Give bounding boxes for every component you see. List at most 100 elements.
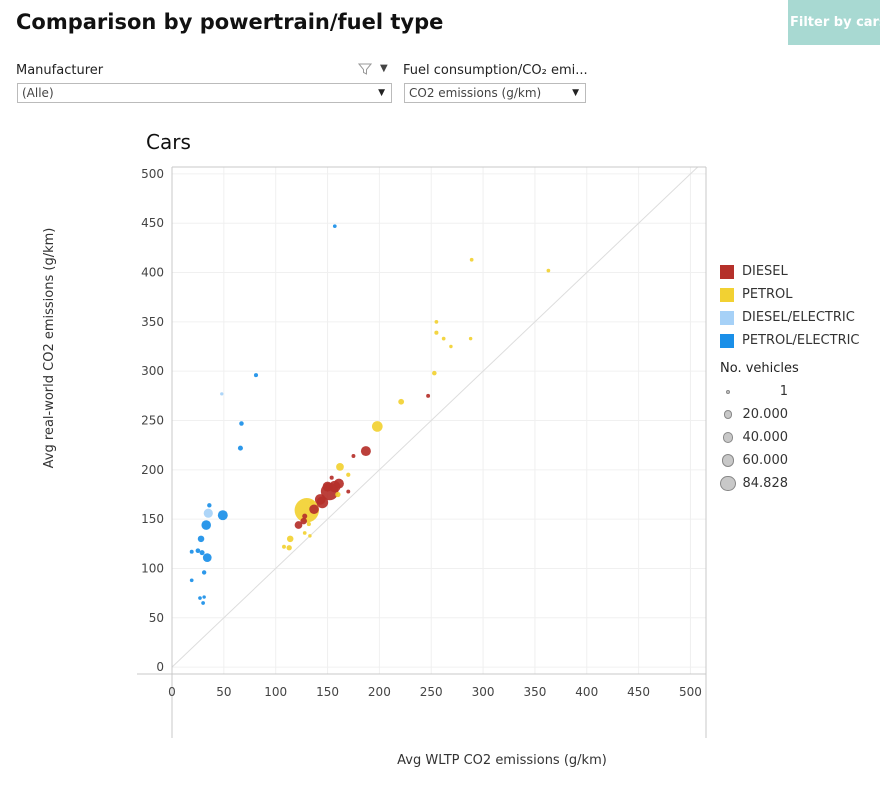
data-point xyxy=(201,520,212,530)
x-axis-label: Avg WLTP CO2 emissions (g/km) xyxy=(397,753,607,768)
y-tick-label: 150 xyxy=(141,512,164,526)
y-tick-label: 100 xyxy=(141,561,164,575)
data-point xyxy=(398,398,405,405)
data-point xyxy=(253,373,259,378)
x-tick-label: 50 xyxy=(216,685,231,699)
data-point xyxy=(189,578,194,583)
legend-label: PETROL/ELECTRIC xyxy=(742,333,860,348)
y-tick-label: 450 xyxy=(141,216,164,230)
data-point xyxy=(237,445,243,451)
data-point xyxy=(434,320,439,324)
x-tick-label: 300 xyxy=(472,685,495,699)
size-legend-label: 40.000 xyxy=(742,430,789,445)
data-point xyxy=(294,521,303,529)
data-point xyxy=(220,392,224,396)
data-point xyxy=(203,508,213,518)
legend-swatch xyxy=(720,264,734,279)
x-tick-label: 450 xyxy=(627,685,650,699)
chart-title: Cars xyxy=(146,130,191,154)
y-tick-label: 50 xyxy=(149,611,164,625)
size-legend-dot xyxy=(726,389,730,394)
size-legend-item: 60.000 xyxy=(720,449,860,472)
manufacturer-label: Manufacturer xyxy=(16,63,104,78)
size-legend-title: No. vehicles xyxy=(720,361,799,376)
legend-swatch xyxy=(720,287,734,302)
size-legend-item: 40.000 xyxy=(720,426,860,449)
y-tick-label: 300 xyxy=(141,364,164,378)
data-point xyxy=(199,550,205,556)
manufacturer-select[interactable]: (Alle) ▼ xyxy=(17,83,392,103)
data-point xyxy=(195,548,201,554)
data-point xyxy=(309,500,315,505)
legend-label: PETROL xyxy=(742,287,793,302)
data-point xyxy=(309,504,319,515)
data-point xyxy=(286,535,294,543)
data-point xyxy=(201,570,207,575)
legend-item-petrol-electric[interactable]: PETROL/ELECTRIC xyxy=(720,329,860,352)
x-tick-label: 0 xyxy=(168,685,176,699)
data-point xyxy=(360,446,371,457)
measure-select[interactable]: CO2 emissions (g/km) ▼ xyxy=(404,83,586,103)
measure-select-value: CO2 emissions (g/km) xyxy=(409,86,542,100)
legend-swatch xyxy=(720,310,734,325)
data-point xyxy=(468,336,473,341)
size-legend-item: 84.828 xyxy=(720,472,860,495)
legend: DIESEL PETROL DIESEL/ELECTRIC PETROL/ELECTR… xyxy=(720,260,860,495)
measure-label: Fuel consumption/CO₂ emi... xyxy=(403,63,588,78)
data-point xyxy=(351,454,356,458)
data-point xyxy=(282,544,286,549)
y-tick-label: 0 xyxy=(156,660,164,674)
data-point xyxy=(302,531,307,535)
diagonal-reference-line xyxy=(171,166,699,668)
manufacturer-select-value: (Alle) xyxy=(22,86,54,100)
filter-menu-chevron-icon[interactable]: ▼ xyxy=(380,63,388,74)
page-title: Comparison by powertrain/fuel type xyxy=(16,10,444,34)
size-legend-item: 20.000 xyxy=(720,403,860,426)
data-point xyxy=(314,494,326,505)
data-point xyxy=(197,535,205,543)
legend-swatch xyxy=(720,333,734,348)
data-point xyxy=(189,549,194,554)
size-legend-dot xyxy=(722,432,734,443)
legend-label: DIESEL/ELECTRIC xyxy=(742,310,855,325)
data-point xyxy=(198,596,202,600)
data-point xyxy=(302,513,308,519)
data-point xyxy=(207,503,212,508)
y-axis-label: Avg real-world CO2 emissions (g/km) xyxy=(42,228,57,469)
legend-item-diesel[interactable]: DIESEL xyxy=(720,260,860,283)
data-point xyxy=(201,601,205,605)
x-tick-label: 500 xyxy=(679,685,702,699)
x-tick-label: 100 xyxy=(264,685,287,699)
x-tick-label: 400 xyxy=(575,685,598,699)
data-point xyxy=(286,545,292,551)
data-point xyxy=(371,421,383,432)
legend-item-petrol[interactable]: PETROL xyxy=(720,283,860,306)
legend-label: DIESEL xyxy=(742,264,788,279)
data-point xyxy=(202,595,206,599)
size-legend-label: 84.828 xyxy=(742,476,789,491)
data-point xyxy=(336,462,344,471)
filter-cars-button[interactable]: Filter by cars o xyxy=(788,0,880,45)
legend-item-diesel-electric[interactable]: DIESEL/ELECTRIC xyxy=(720,306,860,329)
data-point xyxy=(546,268,551,273)
data-point xyxy=(308,534,312,538)
x-tick-label: 200 xyxy=(368,685,391,699)
size-legend-dot xyxy=(721,454,735,467)
y-tick-label: 200 xyxy=(141,463,164,477)
data-point xyxy=(432,370,437,376)
chevron-down-icon: ▼ xyxy=(572,88,579,98)
size-legend-dot xyxy=(723,410,733,419)
data-point xyxy=(332,224,337,229)
data-point xyxy=(306,522,311,527)
data-point xyxy=(346,472,351,477)
data-point xyxy=(449,344,453,349)
data-point xyxy=(329,475,334,480)
data-point xyxy=(322,481,333,492)
y-tick-label: 500 xyxy=(141,167,164,181)
size-legend-label: 1 xyxy=(779,384,788,399)
filter-funnel-icon[interactable] xyxy=(358,62,372,76)
chevron-down-icon: ▼ xyxy=(378,88,385,98)
y-tick-label: 350 xyxy=(141,315,164,329)
data-point xyxy=(300,517,307,525)
data-point xyxy=(335,491,341,498)
